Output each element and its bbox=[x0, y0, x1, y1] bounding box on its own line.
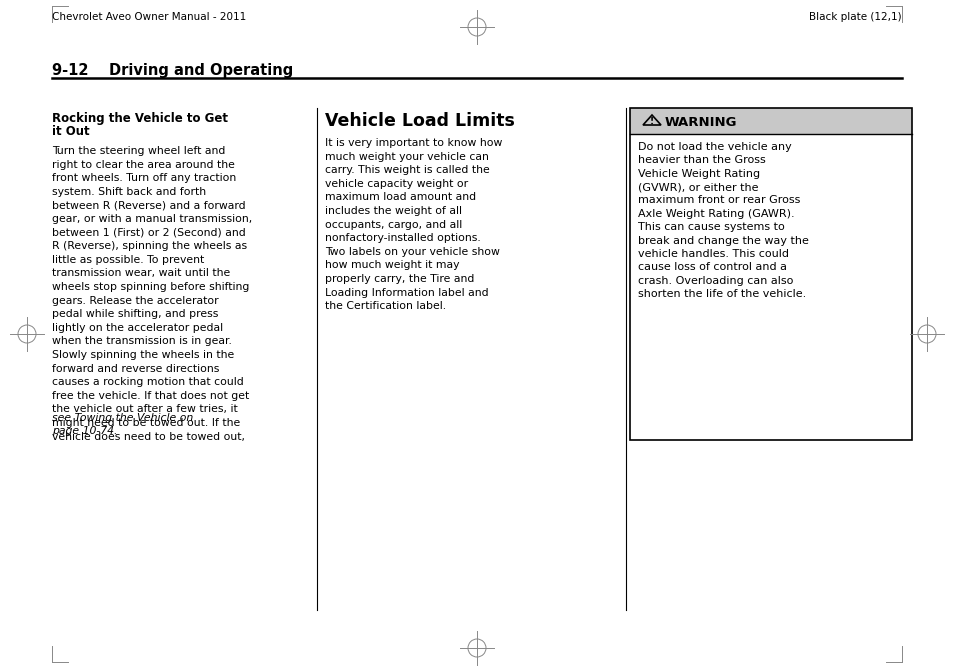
Bar bbox=[629, 108, 911, 440]
Bar bbox=[629, 108, 911, 134]
Text: 9-12    Driving and Operating: 9-12 Driving and Operating bbox=[52, 63, 293, 78]
Text: !: ! bbox=[649, 118, 654, 126]
Text: Black plate (12,1): Black plate (12,1) bbox=[808, 12, 901, 22]
Text: Vehicle Load Limits: Vehicle Load Limits bbox=[325, 112, 515, 130]
Text: WARNING: WARNING bbox=[664, 116, 737, 128]
Text: Turn the steering wheel left and
right to clear the area around the
front wheels: Turn the steering wheel left and right t… bbox=[52, 146, 252, 442]
Text: Rocking the Vehicle to Get: Rocking the Vehicle to Get bbox=[52, 112, 228, 125]
Text: Chevrolet Aveo Owner Manual - 2011: Chevrolet Aveo Owner Manual - 2011 bbox=[52, 12, 246, 22]
Text: Do not load the vehicle any
heavier than the Gross
Vehicle Weight Rating
(GVWR),: Do not load the vehicle any heavier than… bbox=[638, 142, 808, 299]
Text: see Towing the Vehicle on
page 10-74.: see Towing the Vehicle on page 10-74. bbox=[52, 413, 193, 436]
Text: It is very important to know how
much weight your vehicle can
carry. This weight: It is very important to know how much we… bbox=[325, 138, 502, 311]
Text: it Out: it Out bbox=[52, 125, 90, 138]
